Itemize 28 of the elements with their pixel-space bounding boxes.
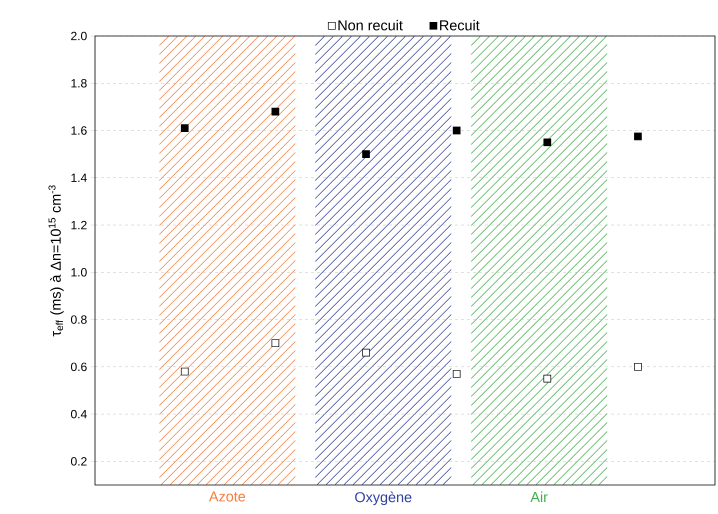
- y-tick-label: 0.6: [70, 362, 87, 372]
- point: [452, 126, 461, 134]
- point: [362, 348, 370, 356]
- point: [272, 108, 280, 116]
- point: [180, 368, 189, 376]
- point: [634, 362, 642, 371]
- y-tick-label: 0.8: [70, 315, 87, 324]
- y-tick-label: 1.8: [71, 79, 87, 88]
- y-tick-label: 1.6: [71, 126, 87, 135]
- y-tick-label: 1.2: [71, 220, 87, 230]
- point: [452, 370, 461, 378]
- y-tick-label: 0.2: [70, 457, 87, 466]
- y-tick-label: 0.4: [70, 410, 87, 418]
- point: [272, 339, 280, 348]
- point: [543, 374, 552, 382]
- y-tick-label: 2.0: [71, 32, 87, 40]
- point: [634, 132, 642, 140]
- text: Azote: [208, 492, 246, 502]
- y-tick-label: 1.4: [71, 174, 87, 182]
- text: Oxygène: [355, 492, 412, 506]
- text: Air: [530, 492, 548, 502]
- point: [180, 124, 189, 132]
- legend-label: Recuit: [440, 20, 480, 30]
- y-tick-label: 1.0: [71, 268, 87, 277]
- y-axis-title: τ$_{eff}$ (ms) à Δn=10$^{15}$ cm$^{-3}$: [48, 185, 64, 336]
- point: [362, 150, 370, 158]
- point: [543, 138, 552, 146]
- legend-label: Non recuit: [338, 20, 403, 30]
